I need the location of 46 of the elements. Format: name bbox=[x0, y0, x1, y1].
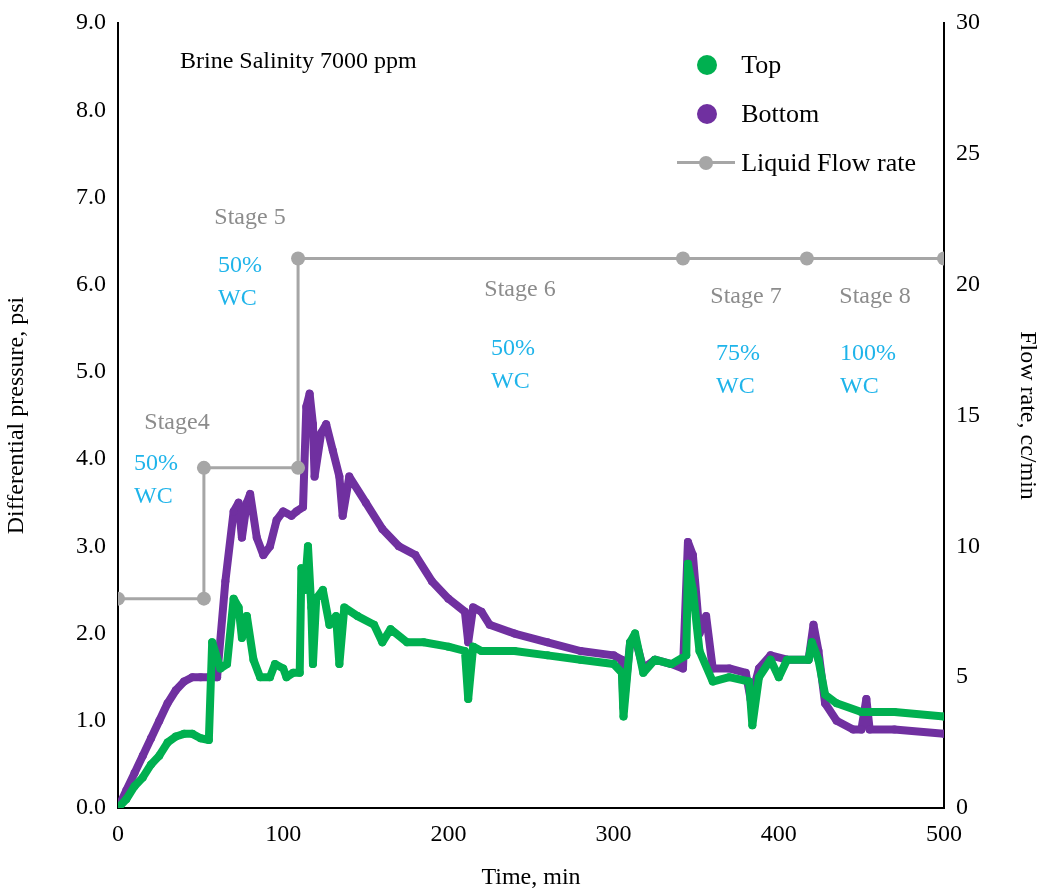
y2-tick-label: 10 bbox=[956, 531, 980, 558]
y-tick-label: 9.0 bbox=[76, 8, 106, 35]
y-tick-label: 7.0 bbox=[76, 182, 106, 209]
x-tick-label: 200 bbox=[430, 819, 467, 846]
y2-tick-label: 30 bbox=[956, 8, 980, 35]
legend-label: Liquid Flow rate bbox=[741, 147, 916, 178]
y-tick-label: 0.0 bbox=[76, 793, 106, 820]
x-tick-label: 100 bbox=[265, 819, 302, 846]
y-tick-label: 3.0 bbox=[76, 531, 106, 558]
y2-tick-label: 15 bbox=[956, 400, 980, 427]
point bbox=[291, 460, 306, 475]
y-tick-label: 4.0 bbox=[76, 444, 106, 471]
legend-label: Bottom bbox=[741, 98, 820, 129]
annotation: Brine Salinity 7000 ppm bbox=[180, 47, 417, 74]
x-tick-label: 0 bbox=[112, 819, 124, 846]
annotation: 50% WC bbox=[218, 250, 262, 310]
y-tick-label: 6.0 bbox=[76, 269, 106, 296]
y2-tick-label: 5 bbox=[956, 662, 968, 689]
y2-axis-title: Flow rate, cc/min bbox=[1016, 331, 1043, 500]
x-axis-title: Time, min bbox=[481, 862, 581, 889]
point bbox=[799, 251, 814, 266]
y2-tick-label: 0 bbox=[956, 793, 968, 820]
legend-label: Top bbox=[741, 49, 782, 80]
y2-tick-label: 25 bbox=[956, 139, 980, 166]
x-tick-label: 400 bbox=[760, 819, 797, 846]
y-axis-title: Differential pressure, psi bbox=[1, 296, 28, 535]
annotation: 100% WC bbox=[840, 338, 896, 398]
annotation: Stage4 bbox=[144, 408, 210, 435]
point bbox=[196, 591, 211, 606]
x-tick-label: 300 bbox=[595, 819, 632, 846]
annotation: Stage 8 bbox=[839, 282, 911, 309]
annotation: 50% WC bbox=[134, 448, 178, 508]
annotation: Stage 7 bbox=[710, 282, 782, 309]
x-tick-label: 500 bbox=[926, 819, 962, 846]
annotation: 75% WC bbox=[716, 338, 760, 398]
point bbox=[675, 251, 690, 266]
point bbox=[291, 251, 306, 266]
y-tick-label: 8.0 bbox=[76, 95, 106, 122]
annotation: 50% WC bbox=[491, 333, 535, 393]
annotation: Stage 5 bbox=[214, 203, 286, 230]
y-tick-label: 5.0 bbox=[76, 357, 106, 384]
annotation: Stage 6 bbox=[484, 275, 556, 302]
point bbox=[196, 460, 211, 475]
y-tick-label: 1.0 bbox=[76, 706, 106, 733]
y-tick-label: 2.0 bbox=[76, 618, 106, 645]
y2-tick-label: 20 bbox=[956, 269, 980, 296]
